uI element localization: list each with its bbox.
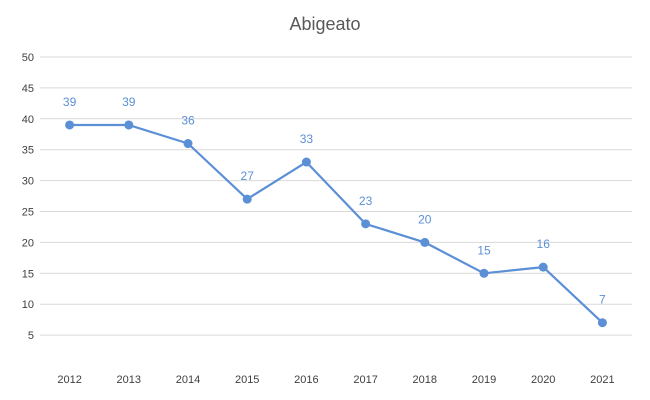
- data-point: [242, 194, 252, 204]
- x-tick-label: 2013: [117, 374, 141, 386]
- data-point: [597, 318, 607, 328]
- data-point: [479, 268, 489, 278]
- x-tick-label: 2016: [294, 374, 318, 386]
- y-tick-label: 30: [22, 176, 34, 188]
- y-tick-label: 10: [22, 299, 34, 311]
- data-point: [538, 262, 548, 272]
- y-tick-label: 45: [22, 83, 34, 95]
- y-tick-label: 50: [22, 52, 34, 64]
- x-tick-label: 2021: [590, 374, 614, 386]
- data-point: [124, 120, 134, 130]
- y-tick-label: 25: [22, 207, 34, 219]
- y-tick-label: 15: [22, 268, 34, 280]
- data-label: 39: [63, 95, 77, 109]
- x-tick-label: 2018: [413, 374, 437, 386]
- data-label: 23: [359, 194, 373, 208]
- x-tick-label: 2020: [531, 374, 555, 386]
- series-line: [69, 123, 604, 324]
- data-point: [361, 219, 371, 229]
- data-point: [183, 139, 193, 149]
- x-tick-label: 2017: [353, 374, 377, 386]
- y-tick-label: 20: [22, 237, 34, 249]
- chart-title: Abigeato: [289, 14, 361, 34]
- x-tick-label: 2012: [57, 374, 81, 386]
- x-tick-label: 2019: [472, 374, 496, 386]
- data-label: 33: [300, 132, 314, 146]
- y-tick-label: 5: [28, 330, 34, 342]
- x-tick-label: 2015: [235, 374, 259, 386]
- data-point: [65, 120, 75, 130]
- data-label: 27: [241, 169, 255, 183]
- data-label: 36: [181, 114, 195, 128]
- data-label: 16: [537, 237, 551, 251]
- data-label: 7: [599, 293, 606, 307]
- data-label: 20: [418, 212, 432, 226]
- data-point: [420, 237, 430, 247]
- y-tick-label: 40: [22, 114, 34, 126]
- x-tick-label: 2014: [176, 374, 200, 386]
- data-label: 15: [477, 243, 491, 257]
- data-label: 39: [122, 95, 136, 109]
- data-point: [301, 157, 311, 167]
- y-tick-label: 35: [22, 145, 34, 157]
